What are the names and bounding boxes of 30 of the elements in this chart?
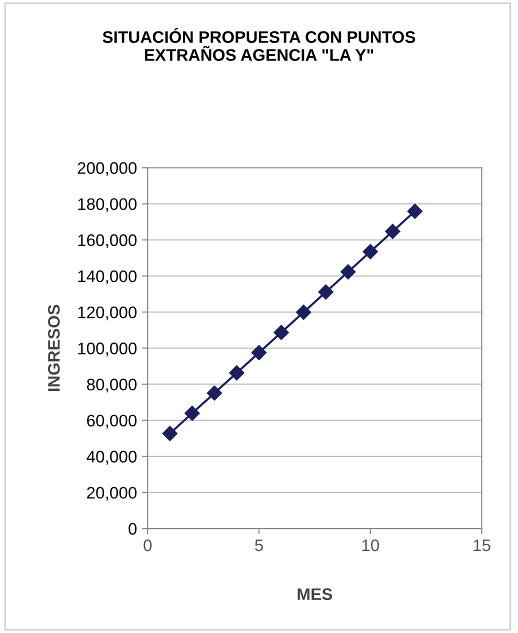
x-tick-label: 10 <box>362 539 379 552</box>
y-tick-label: 200,000 <box>78 162 137 176</box>
x-tick-label: 15 <box>474 540 490 552</box>
point <box>385 224 400 239</box>
point <box>162 426 178 442</box>
chart-title: SITUACIÓN PROPUESTA CON PUNTOS EXTRAÑOS AGENCIA "LA Y" <box>102 28 416 61</box>
point <box>296 304 312 320</box>
point <box>407 204 422 219</box>
y-tick-label: 160,000 <box>78 234 137 248</box>
y-tick-label: 80,000 <box>86 378 137 392</box>
point <box>318 284 334 300</box>
y-tick-label: 60,000 <box>87 414 137 428</box>
y-tick-label: 0 <box>128 522 137 535</box>
point <box>251 345 267 360</box>
x-tick-label: 5 <box>255 540 263 552</box>
point <box>184 406 200 421</box>
point <box>274 324 289 340</box>
y-tick-label: 140,000 <box>78 270 137 284</box>
point <box>206 386 222 401</box>
y-tick-label: 120,000 <box>78 306 137 320</box>
x-axis-title: MES <box>298 588 332 600</box>
x-tick-label: 0 <box>144 539 152 552</box>
point <box>229 365 244 380</box>
y-tick-label: 20,000 <box>87 486 137 501</box>
y-tick-label: 100,000 <box>78 342 137 356</box>
point <box>340 264 356 280</box>
point <box>362 244 378 260</box>
y-tick-label: 40,000 <box>86 450 137 465</box>
y-axis-title: INGRESOS <box>48 304 60 392</box>
y-tick-label: 180,000 <box>78 198 137 212</box>
